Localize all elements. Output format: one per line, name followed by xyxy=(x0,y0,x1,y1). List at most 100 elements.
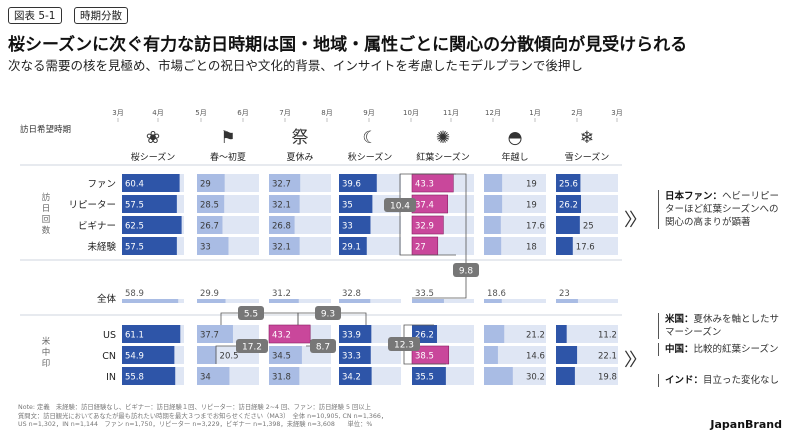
data-label: 34.2 xyxy=(342,373,361,383)
callout-us-text: 夏休みを軸としたサマーシーズン xyxy=(665,314,780,338)
group-label: 日 xyxy=(42,204,51,214)
bracket-line xyxy=(412,173,467,299)
kagami-mochi-icon: ◓ xyxy=(508,128,523,148)
data-label: 30.2 xyxy=(526,373,545,383)
data-label: 29.1 xyxy=(342,243,361,253)
diff-badge xyxy=(238,306,264,320)
bracket-line xyxy=(215,345,240,364)
diff-badge xyxy=(236,339,268,353)
data-label: 26.8 xyxy=(272,222,291,232)
cell-track xyxy=(484,346,546,364)
page-subtitle: 次なる需要の核を見極め、市場ごとの祝日や文化的背景、インサイトを考慮したモデルプ… xyxy=(8,58,583,73)
column-label: 雪シーズン xyxy=(565,151,610,163)
callout-fan: 日本ファン：ヘビーリピーターほど紅葉シーズンへの関心の高まりが顕著 xyxy=(658,190,785,229)
cell-bar xyxy=(122,216,182,234)
column-label: 秋シーズン xyxy=(348,151,393,163)
data-label: 33.9 xyxy=(342,331,361,341)
data-label: 26.7 xyxy=(200,222,219,232)
row-label: 未経験 xyxy=(87,241,116,253)
data-label: 29.9 xyxy=(200,289,219,299)
data-label: 34.5 xyxy=(272,352,291,362)
cell-bar xyxy=(122,195,177,213)
cell-bar xyxy=(339,367,372,385)
group-label: 数 xyxy=(42,225,51,236)
row-label: リピーター xyxy=(68,200,116,211)
data-label: 17.6 xyxy=(526,222,545,232)
cell-bar xyxy=(122,174,180,192)
cell-bar xyxy=(484,174,503,192)
callout-in-bold: インド： xyxy=(665,375,704,386)
cell-bar xyxy=(556,325,567,343)
cell-track xyxy=(556,325,618,343)
data-label: 21.2 xyxy=(526,331,545,341)
data-label: 19 xyxy=(526,180,537,190)
cell-track xyxy=(556,299,618,303)
row-label: CN xyxy=(102,351,116,362)
section-tag: 時期分散 xyxy=(74,7,128,24)
data-label: 39.6 xyxy=(342,180,361,190)
data-label: 26.2 xyxy=(559,201,578,211)
data-label: 32.7 xyxy=(272,180,291,190)
data-label: 57.5 xyxy=(125,201,144,211)
footnote: Note: 定義 未経験：訪日経験なし、ビギナー：訪日経験１回、リピーター：訪日… xyxy=(18,404,387,430)
data-label: 54.9 xyxy=(125,352,144,362)
cell-bar xyxy=(269,325,311,343)
data-label: 19.8 xyxy=(598,373,617,383)
month-label: 11月 xyxy=(443,109,459,117)
highlight-border xyxy=(268,324,311,344)
data-label: 55.8 xyxy=(125,373,144,383)
data-label: 27 xyxy=(415,243,426,253)
cell-bar xyxy=(339,325,372,343)
cell-bar xyxy=(339,346,371,364)
data-label: 28.5 xyxy=(200,201,219,211)
data-label: 33 xyxy=(342,222,353,232)
data-label: 11.2 xyxy=(598,331,617,341)
cell-bar xyxy=(484,195,503,213)
month-label: 7月 xyxy=(279,109,290,117)
data-label: 32.1 xyxy=(272,243,291,253)
diff-badge xyxy=(453,263,479,277)
data-label: 57.5 xyxy=(125,243,144,253)
month-label: 3月 xyxy=(112,109,123,117)
month-label: 1月 xyxy=(529,109,540,117)
cell-bar xyxy=(269,195,300,213)
diff-badge-label: 8.7 xyxy=(316,343,330,353)
maple-leaf-icon: ✺ xyxy=(436,128,450,148)
data-label: 18.6 xyxy=(487,289,506,299)
data-label: 18 xyxy=(526,243,537,253)
cell-bar xyxy=(269,174,301,192)
cell-bar xyxy=(197,195,225,213)
diff-badge-label: 12.3 xyxy=(394,341,414,351)
cell-bar xyxy=(269,367,300,385)
callout-in: インド：目立った変化なし xyxy=(658,374,785,387)
column-label: 紅葉シーズン xyxy=(416,151,470,163)
row-label: US xyxy=(103,330,116,341)
data-label: 25.6 xyxy=(559,180,578,190)
data-label: 35.5 xyxy=(415,373,434,383)
column-label: 春〜初夏 xyxy=(210,151,246,163)
data-label: 14.6 xyxy=(526,352,545,362)
cell-bar xyxy=(122,237,177,255)
column-label: 桜シーズン xyxy=(131,151,176,163)
cell-bar xyxy=(556,367,575,385)
diff-badge xyxy=(315,306,341,320)
group-label: 訪 xyxy=(42,192,51,203)
festival-lantern-icon: 祭 xyxy=(292,128,309,148)
column-label: 夏休み xyxy=(286,151,313,163)
cell-bar xyxy=(412,174,454,192)
data-label: 35 xyxy=(342,201,353,211)
month-label: 2月 xyxy=(571,109,582,117)
group-label: 米 xyxy=(42,336,51,347)
cell-bar xyxy=(556,216,580,234)
data-label: 62.5 xyxy=(125,222,144,232)
data-label: 60.4 xyxy=(125,180,144,190)
cell-bar xyxy=(197,174,225,192)
month-label: 12月 xyxy=(485,109,501,117)
cell-bar xyxy=(556,237,573,255)
month-label: 4月 xyxy=(152,109,163,117)
data-label: 43.3 xyxy=(415,180,434,190)
cell-bar xyxy=(197,237,229,255)
page-title: 桜シーズンに次ぐ有力な訪日時期は国・地域・属性ごとに関心の分散傾向が見受けられる xyxy=(8,35,688,55)
row-label: 全体 xyxy=(97,293,117,305)
